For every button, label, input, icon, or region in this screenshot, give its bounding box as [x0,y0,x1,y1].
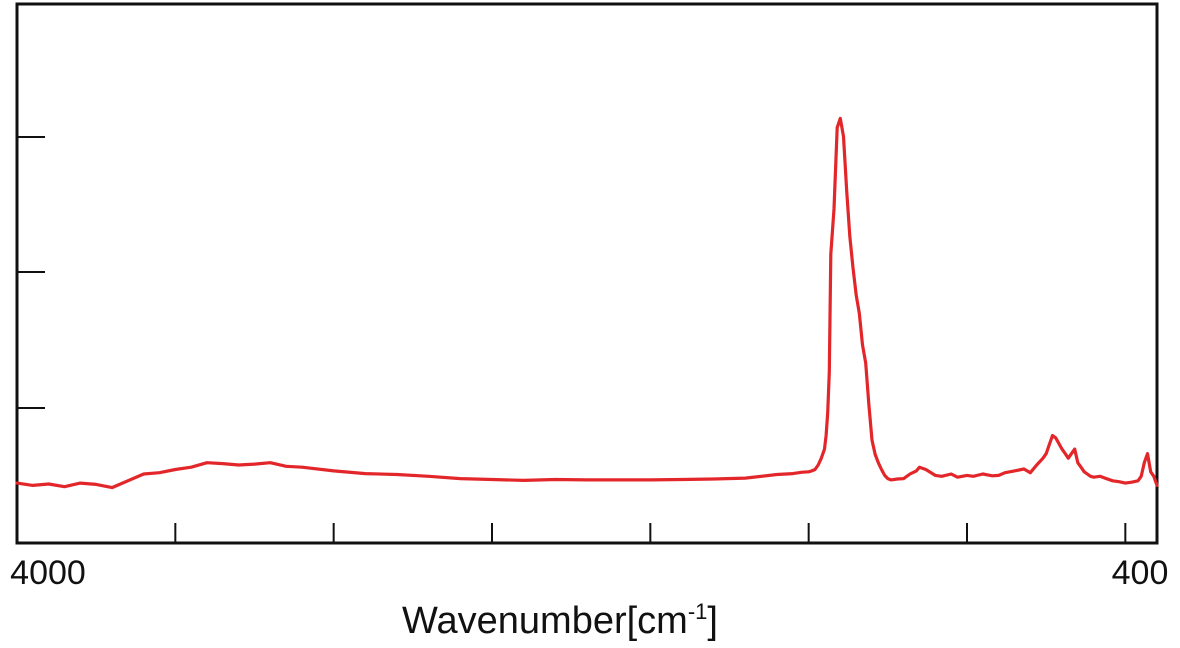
x-axis-title: Wavenumber[cm-1] [402,599,718,642]
x-axis-title-superscript: -1 [688,599,708,624]
spectrum-line [15,116,1159,490]
x-axis-title-suffix: ] [707,600,718,642]
x-tick-label: 400 [1112,554,1169,592]
x-axis-title-main: Wavenumber[cm [402,600,688,642]
axis-ticks [17,136,1127,543]
plot-frame [15,2,1159,545]
x-tick-labels: 4000 400 [10,554,1168,592]
x-tick-label: 4000 [10,554,86,592]
